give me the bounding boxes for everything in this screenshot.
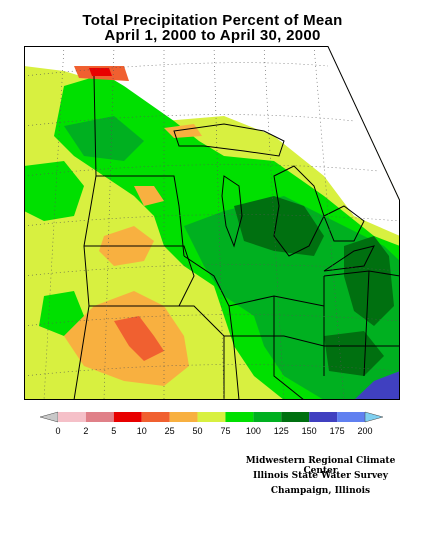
- region-10-25-kansas: [114, 316, 164, 361]
- legend-tick-label: 100: [246, 426, 261, 436]
- legend-swatch: [39, 411, 59, 423]
- legend-swatch: [337, 412, 365, 422]
- legend-swatch: [309, 412, 338, 422]
- lat-lon-grid: [24, 46, 400, 400]
- legend-tick-label: 150: [302, 426, 317, 436]
- legend-tick-label: 175: [330, 426, 345, 436]
- legend-swatch: [113, 412, 142, 422]
- great-lakes-outline: [173, 123, 375, 272]
- legend-swatch: [141, 412, 170, 422]
- legend-swatch: [169, 412, 198, 422]
- region-100-125-north: [64, 116, 144, 161]
- legend-tick-label: 50: [193, 426, 203, 436]
- legend-swatch: [364, 411, 384, 423]
- color-legend: 0 2 5 10 25 50 75 100 125 150 175 200: [39, 411, 384, 436]
- map-title: Total Precipitation Percent of Mean: [82, 12, 343, 29]
- region-75-100-southwest: [39, 291, 84, 336]
- no-data-region: [24, 46, 400, 236]
- legend-swatch: [58, 412, 86, 422]
- map-frame: [24, 46, 400, 400]
- legend-swatch: [225, 412, 254, 422]
- region-125-150-michigan: [234, 196, 324, 256]
- legend-swatch: [253, 412, 282, 422]
- credit-center: Midwestern Regional Climate Center: [245, 456, 396, 476]
- legend-tick-label: 5: [111, 426, 116, 436]
- region-75-100-west: [24, 161, 84, 221]
- region-25-50-wisc: [164, 124, 202, 138]
- legend-tick-label: 10: [137, 426, 147, 436]
- precipitation-map: [24, 46, 400, 400]
- map-subtitle-date-range: April 1, 2000 to April 30, 2000: [104, 27, 321, 44]
- legend-tick-label: 2: [83, 426, 88, 436]
- legend-tick-label: 125: [274, 426, 289, 436]
- legend-swatch: [197, 412, 226, 422]
- credit-location: Champaign, Illinois: [270, 486, 371, 496]
- legend-tick-label: 75: [220, 426, 230, 436]
- legend-tick-label: 0: [55, 426, 60, 436]
- legend-swatch: [281, 412, 310, 422]
- region-125-150-southeast: [324, 331, 384, 376]
- legend-tick-label: 200: [357, 426, 372, 436]
- legend-swatch: [85, 412, 114, 422]
- legend-tick-label: 25: [165, 426, 175, 436]
- region-150-175-southeast: [354, 371, 400, 400]
- region-5-10-north: [89, 68, 112, 76]
- credit-survey: Illinois State Water Survey: [252, 471, 389, 481]
- state-boundaries: [73, 75, 400, 400]
- region-25-50-north: [134, 186, 164, 206]
